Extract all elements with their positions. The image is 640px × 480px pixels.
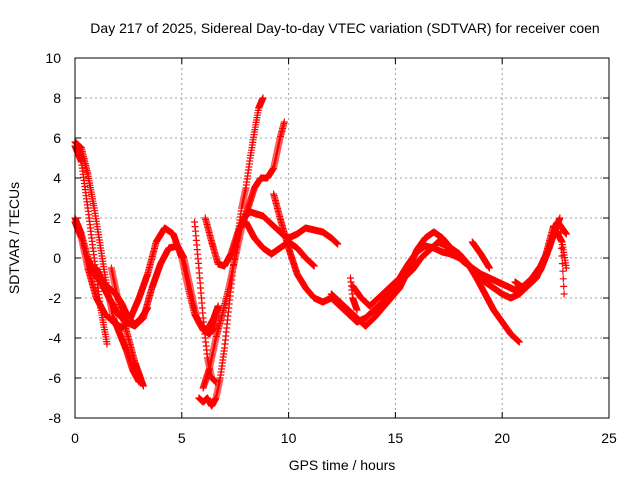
y-tick-label: -6 bbox=[49, 370, 62, 386]
x-tick-label: 15 bbox=[388, 430, 404, 446]
x-tick-label: 0 bbox=[71, 430, 79, 446]
y-tick-label: 6 bbox=[53, 130, 61, 146]
series-sat-f bbox=[107, 264, 147, 390]
series-markers bbox=[191, 218, 220, 386]
series-markers bbox=[468, 238, 493, 272]
x-tick-label: 5 bbox=[178, 430, 186, 446]
x-tick-label: 10 bbox=[281, 430, 297, 446]
series-markers bbox=[107, 264, 147, 390]
tick-layer: 0 5 10 15 20 25 -8 -6 -4 -2 0 2 4 6 8 10 bbox=[45, 50, 617, 446]
series-sat-j bbox=[201, 208, 342, 270]
y-tick-label: 8 bbox=[53, 90, 61, 106]
series-sat-i bbox=[191, 218, 220, 386]
plot-frame bbox=[74, 57, 610, 419]
y-tick-label: 4 bbox=[53, 170, 61, 186]
series-markers bbox=[242, 218, 318, 270]
y-axis-label: SDTVAR / TECUs bbox=[6, 182, 22, 294]
chart-title: Day 217 of 2025, Sidereal Day-to-day VTE… bbox=[90, 20, 599, 36]
series-sat-q bbox=[511, 214, 568, 298]
series-sat-k bbox=[242, 218, 318, 270]
y-tick-label: -4 bbox=[49, 330, 62, 346]
grid-layer bbox=[75, 58, 609, 418]
y-tick-label: 0 bbox=[53, 250, 61, 266]
series-markers bbox=[199, 118, 288, 392]
series-markers bbox=[511, 214, 568, 298]
y-tick-label: 2 bbox=[53, 210, 61, 226]
x-tick-label: 20 bbox=[494, 430, 510, 446]
y-tick-label: -8 bbox=[49, 410, 62, 426]
y-tick-label: 10 bbox=[45, 50, 61, 66]
series-markers bbox=[347, 274, 361, 314]
y-tick-label: -2 bbox=[49, 290, 62, 306]
series-markers bbox=[349, 218, 570, 310]
series-sat-n bbox=[349, 218, 570, 310]
series-sat-p bbox=[468, 238, 493, 272]
series-sat-o bbox=[347, 274, 361, 314]
series-markers bbox=[201, 208, 342, 270]
data-layer bbox=[71, 94, 570, 410]
series-sat-h bbox=[199, 118, 288, 392]
x-axis-label: GPS time / hours bbox=[289, 457, 396, 473]
x-tick-label: 25 bbox=[601, 430, 617, 446]
